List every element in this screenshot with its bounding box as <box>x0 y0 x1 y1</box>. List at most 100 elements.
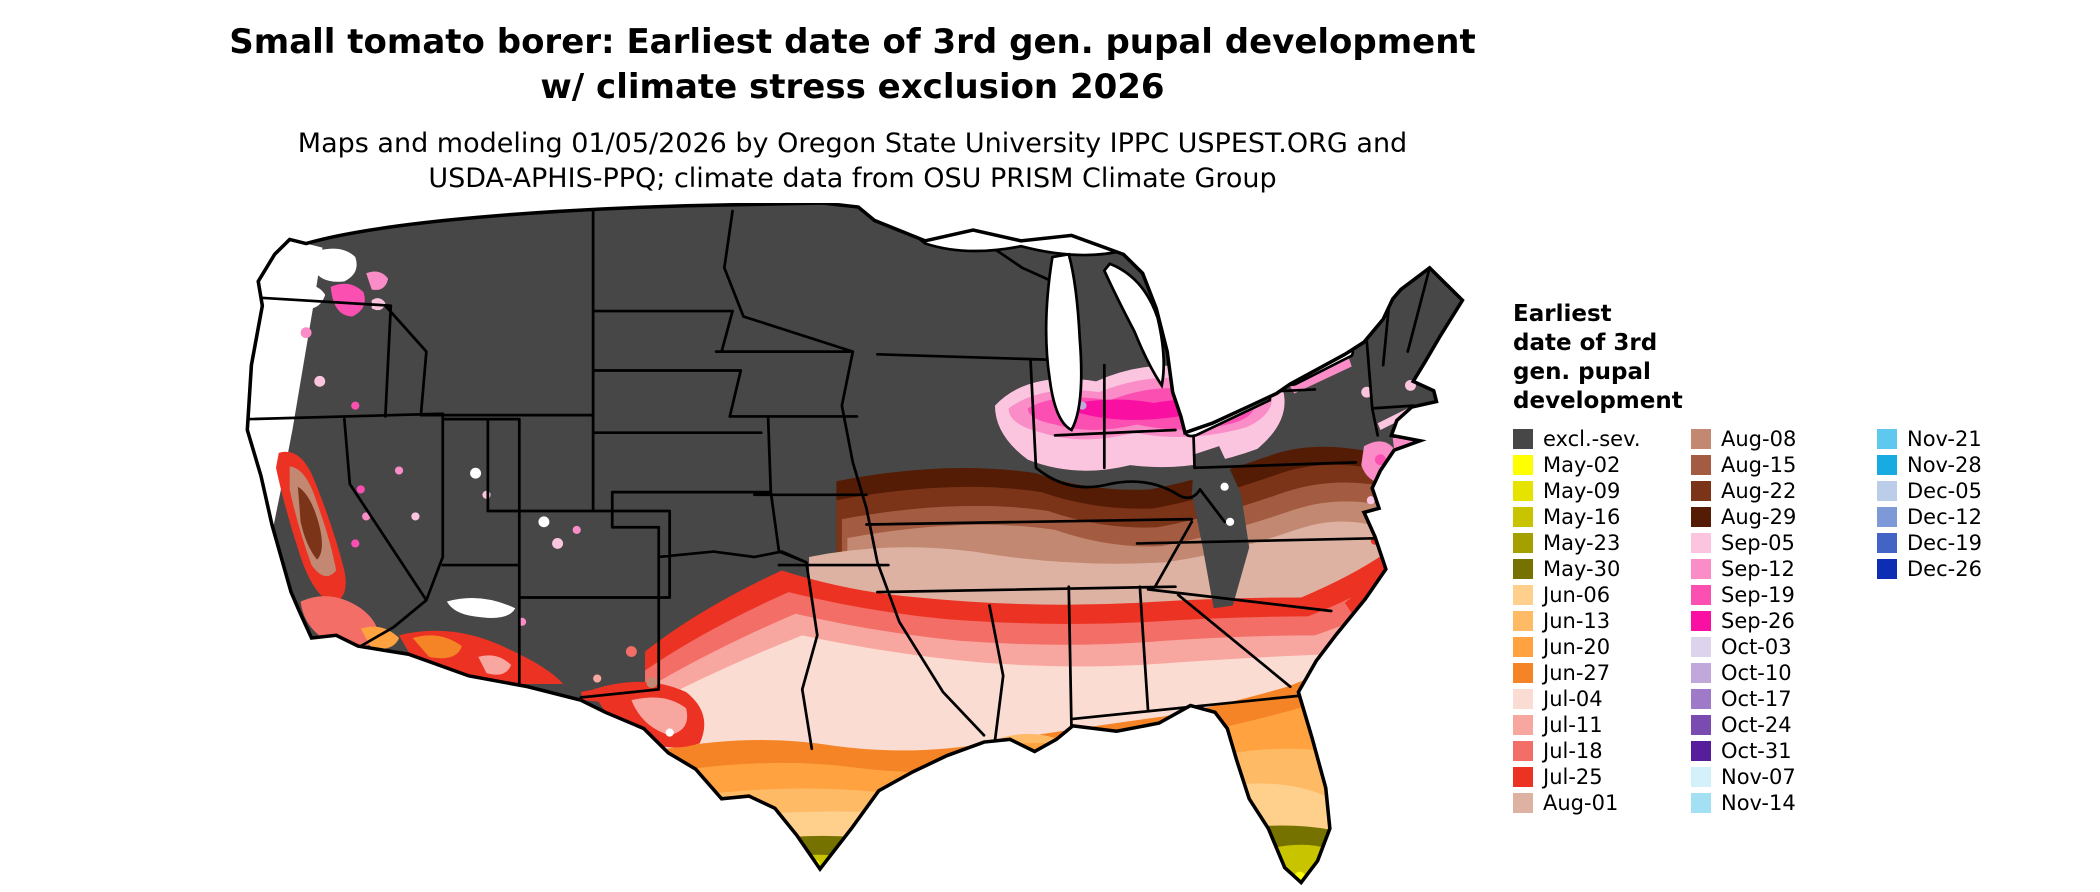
legend-label: May-23 <box>1543 531 1621 555</box>
map-region-phoenix <box>412 635 462 659</box>
legend-swatch <box>1513 507 1533 527</box>
map-region-appalachia-gray <box>1191 446 1250 609</box>
us-outline <box>245 203 1465 886</box>
legend-swatch <box>1877 455 1897 475</box>
legend-entry: Sep-26 <box>1691 608 1877 634</box>
legend-swatch <box>1691 481 1711 501</box>
legend-label: Sep-12 <box>1721 557 1795 581</box>
legend-swatch <box>1691 611 1711 631</box>
legend-label: May-30 <box>1543 557 1621 581</box>
legend-swatch <box>1691 741 1711 761</box>
map-region-tucson <box>478 655 512 675</box>
legend-swatch <box>1513 767 1533 787</box>
legend-label: Aug-15 <box>1721 453 1797 477</box>
legend-swatch <box>1513 481 1533 501</box>
legend-title-line2: date of 3rd <box>1513 330 1658 356</box>
legend-label: May-16 <box>1543 505 1621 529</box>
legend-label: Jun-06 <box>1543 583 1611 607</box>
legend-entry: Nov-14 <box>1691 790 1877 816</box>
legend-entry: May-23 <box>1513 530 1691 556</box>
legend-column-1: excl.-sev. May-02 May-09 May-16 May-23 May-30… <box>1513 426 1691 816</box>
legend-title-line4: development <box>1513 388 1683 414</box>
map-speck1 <box>300 327 312 339</box>
legend-swatch <box>1513 663 1533 683</box>
map-speck6 <box>356 485 365 494</box>
legend-label: excl.-sev. <box>1543 427 1641 451</box>
legend-entry: Jul-25 <box>1513 764 1691 790</box>
legend-column-2: Aug-08 Aug-15 Aug-22 Aug-29 Sep-05 Sep-12 Sep-… <box>1691 426 1877 816</box>
legend-entry: Aug-15 <box>1691 452 1877 478</box>
legend-entry: Nov-21 <box>1877 426 2067 452</box>
legend-swatch <box>1691 585 1711 605</box>
legend-swatch <box>1513 559 1533 579</box>
legend-swatch <box>1691 507 1711 527</box>
legend-swatch <box>1691 533 1711 553</box>
legend-label: Sep-26 <box>1721 609 1795 633</box>
legend-swatch <box>1513 429 1533 449</box>
legend-label: Oct-10 <box>1721 661 1792 685</box>
legend-entry: Jul-11 <box>1513 712 1691 738</box>
legend-entry: Jun-13 <box>1513 608 1691 634</box>
map-region-central-valley-dark <box>297 486 322 560</box>
map-dot-davis-white <box>665 728 674 737</box>
map-subtitle-line1: Maps and modeling 01/05/2026 by Oregon S… <box>297 128 1408 159</box>
map-region-socal <box>300 596 379 647</box>
state-borders <box>247 207 1431 751</box>
legend-columns: excl.-sev. May-02 May-09 May-16 May-23 May-30… <box>1513 426 2067 816</box>
map-region-wa-cascades-white <box>314 248 357 282</box>
legend-entry: Nov-07 <box>1691 764 1877 790</box>
legend-entry: Dec-19 <box>1877 530 2067 556</box>
legend-title-line1: Earliest <box>1513 301 1612 327</box>
legend-swatch <box>1513 637 1533 657</box>
legend-swatch <box>1513 455 1533 475</box>
map-region-or-white <box>296 285 326 309</box>
legend-swatch <box>1877 559 1897 579</box>
legend-swatch <box>1513 793 1533 813</box>
legend-label: Jul-18 <box>1543 739 1603 763</box>
lake-michigan <box>1044 252 1083 432</box>
legend-entry: May-30 <box>1513 556 1691 582</box>
legend-label: Aug-01 <box>1543 791 1619 815</box>
us-map-svg <box>245 203 1465 886</box>
map-speck12 <box>552 538 564 549</box>
legend-label: Nov-07 <box>1721 765 1796 789</box>
legend-swatch <box>1877 507 1897 527</box>
legend-entry: Jun-27 <box>1513 660 1691 686</box>
legend-swatch <box>1691 689 1711 709</box>
map-speck8 <box>351 539 360 548</box>
legend-entry: excl.-sev. <box>1513 426 1691 452</box>
map-region-wtx-pink <box>631 697 688 736</box>
legend-swatch <box>1691 637 1711 657</box>
map-title-line2: w/ climate stress exclusion 2026 <box>540 67 1165 107</box>
legend-swatch <box>1513 689 1533 709</box>
legend-label: Aug-29 <box>1721 505 1797 529</box>
legend-swatch <box>1513 715 1533 735</box>
map-region-imperial <box>360 626 400 650</box>
legend-entry: May-02 <box>1513 452 1691 478</box>
legend-label: Dec-26 <box>1907 557 1982 581</box>
legend-title-line3: gen. pupal <box>1513 359 1651 385</box>
map-title-line1: Small tomato borer: Earliest date of 3rd… <box>229 22 1476 62</box>
legend-entry: Sep-05 <box>1691 530 1877 556</box>
legend-entry: May-09 <box>1513 478 1691 504</box>
legend-entry: Oct-31 <box>1691 738 1877 764</box>
header: Small tomato borer: Earliest date of 3rd… <box>0 20 1705 196</box>
legend-label: Jul-25 <box>1543 765 1603 789</box>
legend-label: Jun-13 <box>1543 609 1611 633</box>
map-fill-layers <box>247 203 1463 883</box>
legend-title: Earliest date of 3rd gen. pupal developm… <box>1513 300 2073 416</box>
legend-entry: Dec-12 <box>1877 504 2067 530</box>
legend-swatch <box>1691 663 1711 683</box>
map-subtitle-line2: USDA-APHIS-PPQ; climate data from OSU PR… <box>428 163 1277 194</box>
legend-swatch <box>1691 793 1711 813</box>
map-band-may30 <box>751 825 1463 883</box>
map-region-mogollon-white <box>446 598 516 618</box>
map-dot-oct2 <box>1187 398 1196 407</box>
legend-entry: May-16 <box>1513 504 1691 530</box>
legend-entry: Jun-20 <box>1513 634 1691 660</box>
legend-label: Nov-14 <box>1721 791 1796 815</box>
map-speck5 <box>411 512 420 521</box>
legend-swatch <box>1513 533 1533 553</box>
legend-label: Jun-27 <box>1543 661 1611 685</box>
